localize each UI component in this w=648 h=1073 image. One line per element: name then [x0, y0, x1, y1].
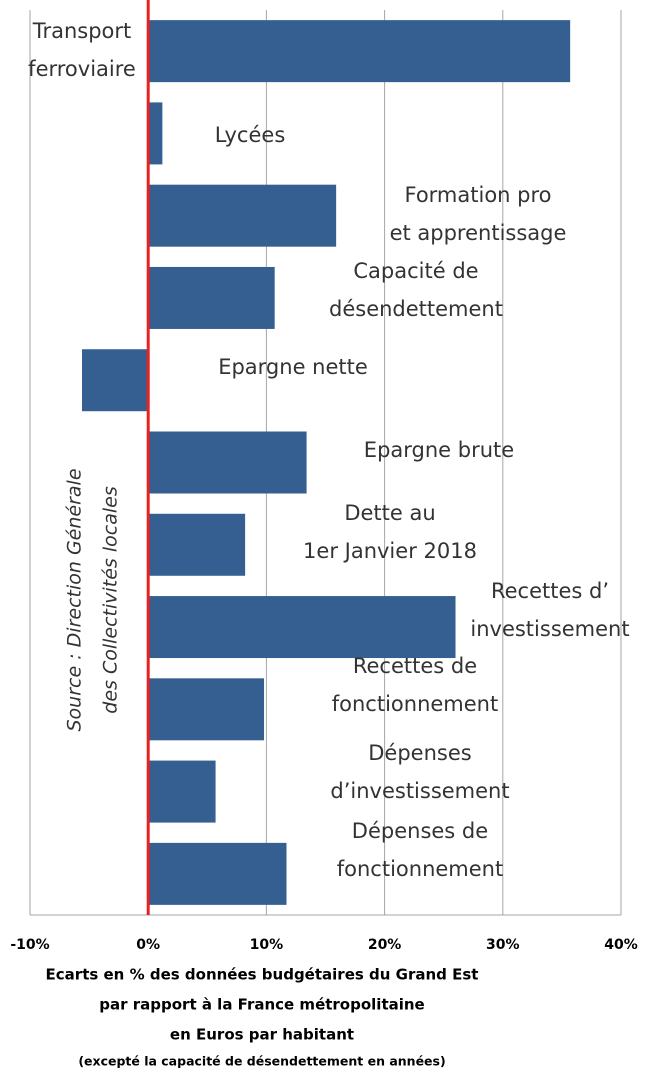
- bar: [148, 678, 265, 741]
- category-label: Epargne nette: [218, 355, 368, 379]
- bar: [148, 20, 571, 83]
- category-label: Capacité de: [353, 259, 478, 283]
- x-tick-label: 0%: [136, 937, 160, 953]
- source-line: des Collectivités locales: [100, 486, 122, 714]
- category-label: Dette au: [344, 501, 435, 525]
- category-label: Formation pro: [404, 183, 551, 207]
- x-axis-title: en Euros par habitant: [170, 1026, 354, 1044]
- x-tick-label: 20%: [368, 937, 402, 953]
- x-tick-label: 30%: [486, 937, 520, 953]
- category-label: fonctionnement: [332, 692, 498, 716]
- category-label: désendettement: [329, 297, 503, 321]
- x-tick-label: 40%: [604, 937, 638, 953]
- category-label: Recettes d’: [491, 579, 609, 603]
- category-label: investissement: [470, 617, 629, 641]
- bar: [82, 349, 149, 412]
- x-axis-title: par rapport à la France métropolitaine: [99, 996, 424, 1014]
- x-axis-title: Ecarts en % des données budgétaires du G…: [46, 966, 479, 984]
- bar: [148, 184, 337, 247]
- source-note: Source : Direction Générale des Collecti…: [64, 468, 122, 731]
- bar: [148, 266, 275, 329]
- bar: [148, 760, 216, 823]
- x-tick-label: -10%: [10, 937, 49, 953]
- bar: [148, 842, 287, 905]
- category-label: d’investissement: [330, 779, 509, 803]
- note: (excepté la capacité de désendettement e…: [78, 1054, 445, 1069]
- category-label: Epargne brute: [364, 438, 514, 462]
- category-label: Lycées: [215, 123, 286, 147]
- category-label: 1er Janvier 2018: [303, 539, 477, 563]
- bar: [148, 513, 246, 576]
- x-tick-label: 10%: [250, 937, 284, 953]
- category-label: Recettes de: [353, 654, 477, 678]
- bar: [148, 431, 307, 494]
- category-label: fonctionnement: [337, 857, 503, 881]
- category-label: Dépenses de: [352, 819, 488, 843]
- source-line: Source : Direction Générale: [64, 468, 86, 731]
- category-label: Dépenses: [368, 741, 471, 765]
- category-label: et apprentissage: [390, 221, 567, 245]
- category-label: Transport: [32, 19, 132, 43]
- bar: [148, 596, 456, 659]
- category-label: ferroviaire: [28, 57, 136, 81]
- bar: [148, 102, 163, 165]
- grid: [29, 10, 622, 915]
